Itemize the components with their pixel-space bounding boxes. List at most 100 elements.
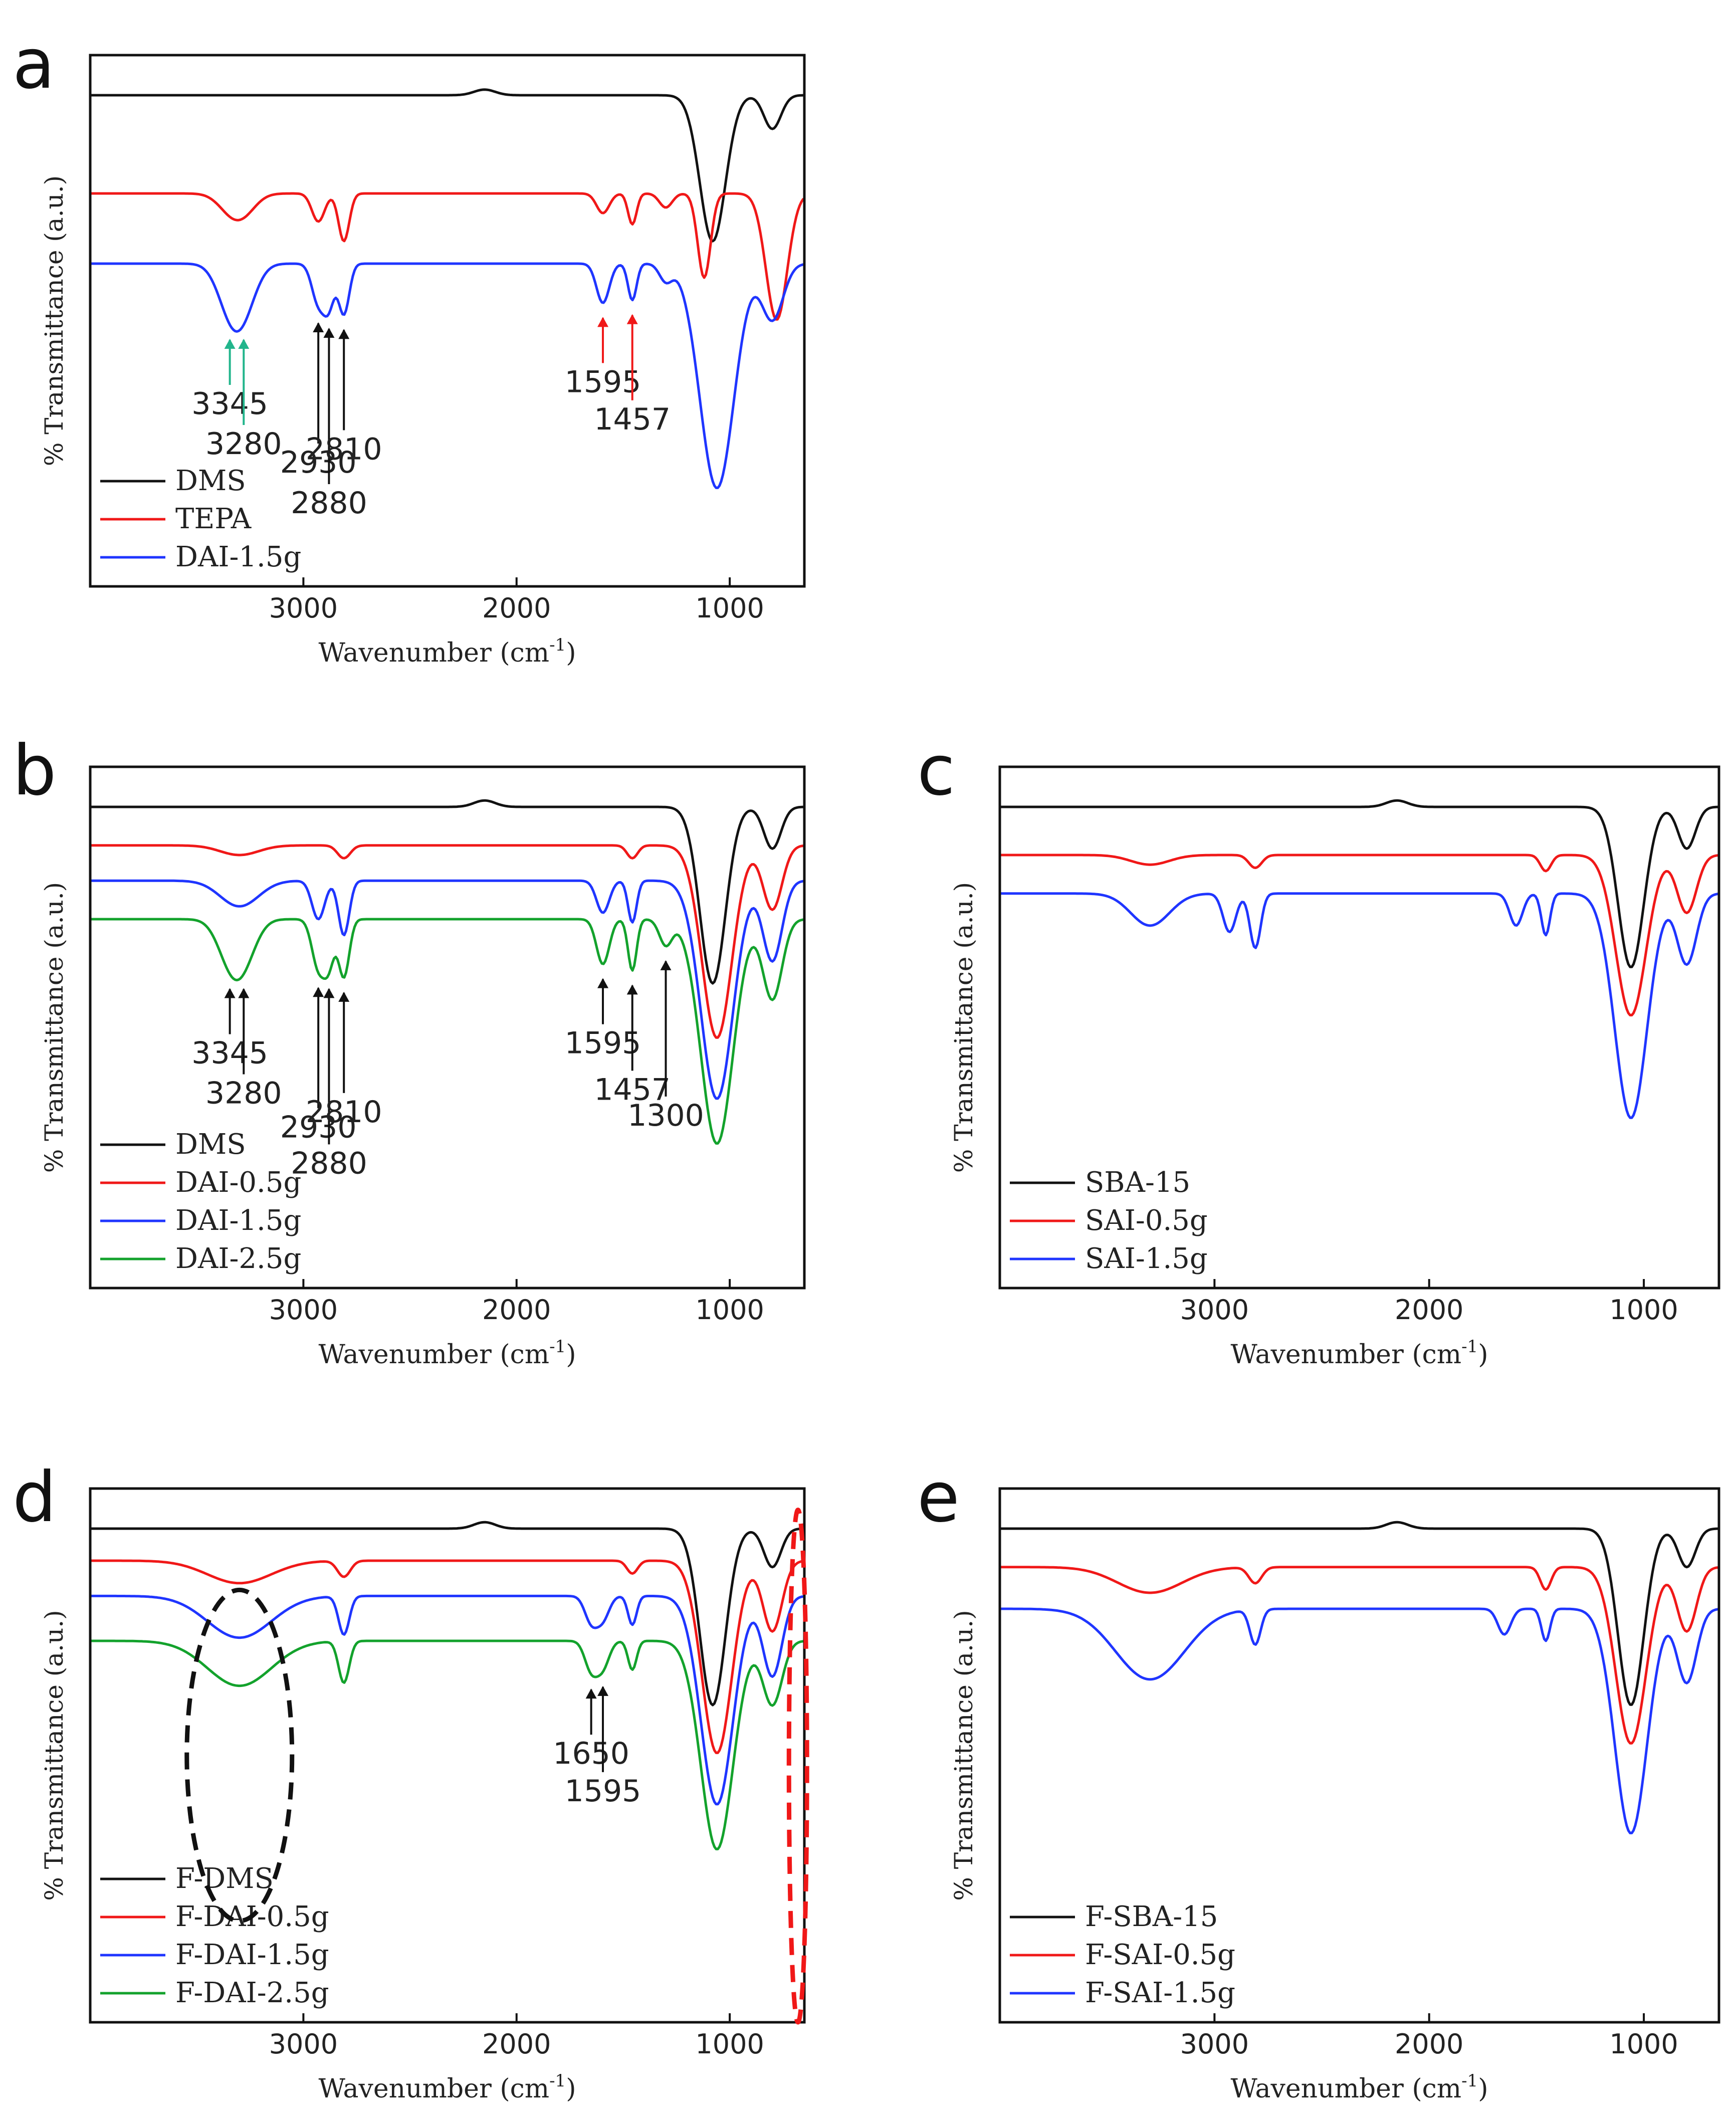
annotation-label: 3345 bbox=[191, 386, 268, 421]
series-line-f-sai-0-5g bbox=[1000, 1566, 1719, 1745]
x-tick-label: 3000 bbox=[269, 2028, 338, 2060]
annotation-label: 3280 bbox=[205, 427, 282, 462]
annotation-arrowhead bbox=[597, 1685, 609, 1696]
annotation-arrowhead bbox=[313, 987, 324, 997]
annotation-arrowhead bbox=[338, 991, 350, 1002]
series-line-dai-2-5g bbox=[90, 918, 804, 1145]
legend-label: F-DAI-2.5g bbox=[175, 1977, 329, 2009]
annotation-label: 2930 bbox=[280, 1110, 357, 1145]
panel-letter: d bbox=[13, 1457, 57, 1538]
legend-label: F-SAI-0.5g bbox=[1085, 1939, 1235, 1971]
series-line-f-sai-1-5g bbox=[1000, 1607, 1719, 1834]
annotation-arrowhead bbox=[660, 960, 672, 970]
annotation-label: 1457 bbox=[594, 1072, 671, 1107]
series-line-f-dms bbox=[90, 1521, 804, 1707]
plot-frame bbox=[89, 54, 806, 588]
annotation-arrowhead bbox=[323, 988, 335, 998]
y-axis-label: % Transmittance (a.u.) bbox=[40, 882, 69, 1173]
legend-label: DAI-1.5g bbox=[175, 541, 301, 573]
series-line-tepa bbox=[90, 192, 804, 321]
series-line-dai-0-5g bbox=[90, 844, 804, 1039]
series-line-dms bbox=[90, 88, 804, 243]
legend-label: TEPA bbox=[175, 503, 252, 535]
x-tick-label: 3000 bbox=[1180, 1294, 1249, 1326]
panel-c: c 3000 2000 1000 Wavenumber (cm-1) % Transmit… bbox=[917, 730, 1720, 1370]
x-tick-label: 2000 bbox=[482, 1294, 551, 1326]
annotation-label: 2810 bbox=[306, 432, 382, 467]
legend-label: DAI-1.5g bbox=[175, 1204, 301, 1237]
annotation-label: 3345 bbox=[191, 1036, 268, 1071]
highlight-ellipse bbox=[786, 1508, 809, 2025]
series-line-sai-1-5g bbox=[1000, 892, 1719, 1119]
x-tick-label: 1000 bbox=[695, 2028, 764, 2060]
legend-label: DMS bbox=[175, 1128, 246, 1161]
annotation-arrowhead bbox=[338, 329, 350, 339]
x-axis-label: Wavenumber (cm-1) bbox=[319, 635, 576, 668]
annotation-label: 2930 bbox=[280, 445, 357, 480]
x-axis-label: Wavenumber (cm-1) bbox=[1231, 2071, 1488, 2104]
annotation-label: 1595 bbox=[565, 364, 641, 399]
annotation-label: 1300 bbox=[627, 1098, 704, 1133]
x-tick-label: 2000 bbox=[1395, 1294, 1463, 1326]
series-line-f-dai-2-5g bbox=[90, 1639, 804, 1850]
series-line-f-dai-0-5g bbox=[90, 1559, 804, 1754]
x-tick-label: 2000 bbox=[1395, 2028, 1463, 2060]
x-tick-label: 3000 bbox=[269, 592, 338, 624]
panel-a: a 3000 2000 1000 Wavenumber (cm-1) % Transmit… bbox=[13, 24, 806, 668]
annotation-label: 2880 bbox=[291, 1146, 367, 1181]
panel-letter: c bbox=[917, 730, 955, 811]
annotation-arrowhead bbox=[224, 338, 236, 349]
x-tick-label: 2000 bbox=[482, 592, 551, 624]
y-axis-label: % Transmittance (a.u.) bbox=[949, 882, 978, 1173]
annotation-label: 3280 bbox=[205, 1076, 282, 1111]
legend-label: F-SBA-15 bbox=[1085, 1900, 1218, 1933]
annotation-arrowhead bbox=[597, 978, 609, 988]
legend-label: SAI-0.5g bbox=[1085, 1204, 1208, 1237]
y-axis-label: % Transmittance (a.u.) bbox=[949, 1610, 978, 1900]
series-line-dms bbox=[90, 799, 804, 985]
annotation-arrowhead bbox=[626, 984, 638, 995]
annotation-arrowhead bbox=[597, 317, 609, 327]
x-tick-label: 1000 bbox=[695, 1294, 764, 1326]
highlight-ellipse bbox=[184, 1587, 295, 1924]
x-axis-label: Wavenumber (cm-1) bbox=[319, 2071, 576, 2104]
y-axis-label: % Transmittance (a.u.) bbox=[40, 175, 69, 466]
x-tick-label: 2000 bbox=[482, 2028, 551, 2060]
series-line-dai-1-5g bbox=[90, 879, 804, 1100]
x-tick-label: 1000 bbox=[1609, 2028, 1678, 2060]
x-tick-label: 3000 bbox=[269, 1294, 338, 1326]
legend-label: F-SAI-1.5g bbox=[1085, 1977, 1235, 2009]
legend-label: F-DMS bbox=[175, 1862, 274, 1895]
annotation-label: 1595 bbox=[565, 1026, 641, 1061]
x-tick-label: 1000 bbox=[1609, 1294, 1678, 1326]
legend-label: DMS bbox=[175, 465, 246, 497]
plot-frame bbox=[998, 765, 1720, 1290]
plot-frame bbox=[998, 1487, 1720, 2024]
annotation-arrowhead bbox=[626, 314, 638, 324]
legend-label: SAI-1.5g bbox=[1085, 1242, 1208, 1275]
annotation-label: 2810 bbox=[306, 1095, 382, 1130]
panel-letter: b bbox=[13, 730, 57, 811]
series-line-f-sba-15 bbox=[1000, 1521, 1719, 1706]
annotation-arrowhead bbox=[313, 322, 324, 333]
series-line-sai-0-5g bbox=[1000, 854, 1719, 1016]
legend-label: SBA-15 bbox=[1085, 1166, 1190, 1199]
x-axis-label: Wavenumber (cm-1) bbox=[319, 1337, 576, 1370]
series-line-dai-1-5g bbox=[90, 262, 804, 489]
annotation-arrowhead bbox=[238, 988, 250, 998]
annotation-label: 1457 bbox=[594, 402, 671, 437]
plot-frame bbox=[89, 1487, 806, 2024]
x-tick-label: 3000 bbox=[1180, 2028, 1249, 2060]
panel-letter: e bbox=[917, 1457, 960, 1538]
annotation-label: 1650 bbox=[553, 1736, 629, 1771]
y-axis-label: % Transmittance (a.u.) bbox=[40, 1610, 69, 1900]
annotation-arrowhead bbox=[585, 1688, 597, 1699]
panel-e: e 3000 2000 1000 Wavenumber (cm-1) % Transmit… bbox=[917, 1457, 1720, 2104]
legend-label: DAI-0.5g bbox=[175, 1166, 301, 1199]
annotation-arrowhead bbox=[224, 988, 236, 998]
panel-b: b 3000 2000 1000 Wavenumber (cm-1) % Transmit… bbox=[13, 730, 806, 1370]
annotation-arrowhead bbox=[238, 338, 250, 349]
annotation-arrowhead bbox=[323, 327, 335, 338]
legend-label: DAI-2.5g bbox=[175, 1242, 301, 1275]
